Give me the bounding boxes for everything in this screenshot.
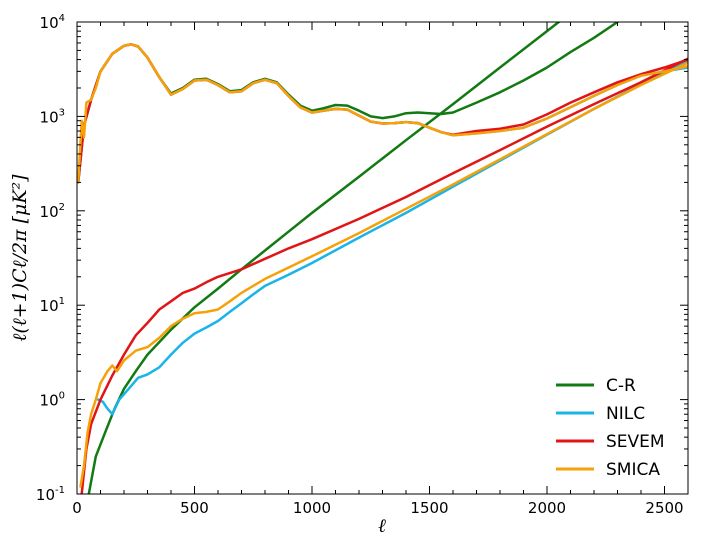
y-tick-label: 104 — [40, 13, 65, 32]
x-tick-label: 1000 — [293, 499, 331, 517]
plot-area — [77, 22, 688, 494]
series-line-nilc-noise — [96, 59, 688, 416]
x-tick-label: 0 — [72, 499, 82, 517]
x-tick-label: 2000 — [528, 499, 566, 517]
legend: C-R NILC SEVEM SMICA — [556, 376, 665, 480]
x-tick-label: 500 — [180, 499, 209, 517]
legend-label-c-r: C-R — [606, 376, 636, 396]
y-tick-label: 103 — [40, 107, 65, 126]
series-line-smica-noise — [79, 61, 688, 488]
legend-label-nilc: NILC — [606, 404, 645, 424]
series-line-smica-signal — [77, 43, 688, 184]
y-tick-label: 102 — [40, 202, 65, 221]
y-tick-label: 10-1 — [36, 485, 65, 504]
x-axis-label: ℓ — [378, 515, 386, 537]
y-axis-label: ℓ(ℓ+1)Cℓ/2π [μK²] — [9, 174, 31, 342]
tick-labels: 0 500 1000 1500 2000 2500 10-1 100 101 102 103 104 — [36, 13, 684, 517]
legend-label-sevem: SEVEM — [606, 432, 665, 452]
plot-frame — [76, 21, 689, 495]
x-tick-label: 2500 — [645, 499, 683, 517]
x-tick-label: 1500 — [410, 499, 448, 517]
y-tick-label: 101 — [40, 296, 65, 315]
y-tick-label: 100 — [40, 391, 65, 410]
legend-label-smica: SMICA — [606, 460, 660, 480]
series-line-sevem-noise — [80, 57, 688, 494]
